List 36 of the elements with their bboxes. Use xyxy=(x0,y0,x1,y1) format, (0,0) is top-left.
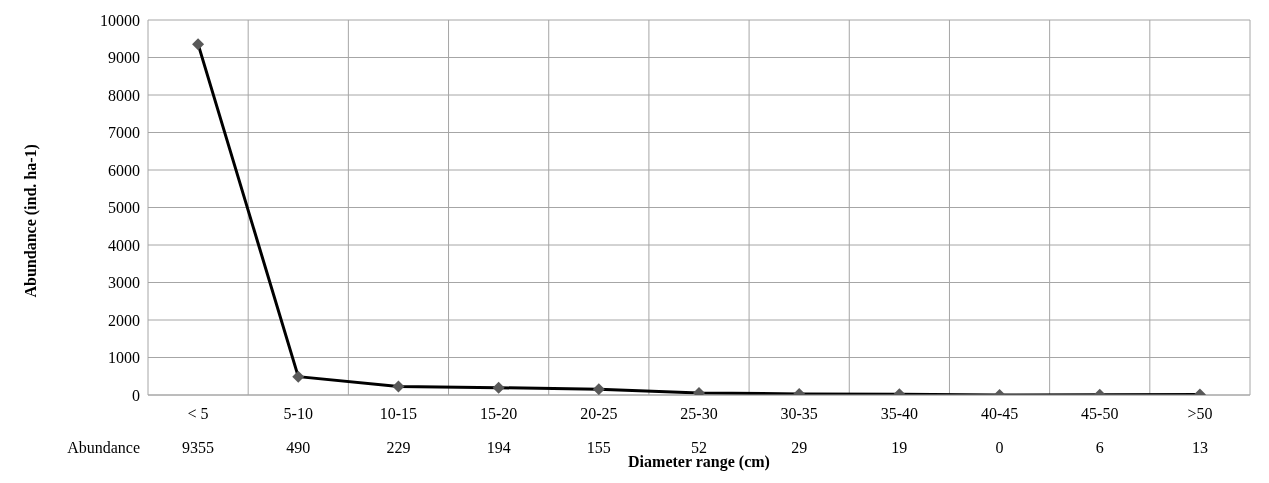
data-label: 29 xyxy=(791,439,808,456)
y-tick-label: 6000 xyxy=(108,161,140,179)
y-tick-label: 0 xyxy=(132,386,140,404)
y-tick-label: 4000 xyxy=(108,236,140,254)
data-label: 9355 xyxy=(182,439,215,456)
data-label: 6 xyxy=(1095,439,1104,456)
y-tick-label: 2000 xyxy=(108,311,140,329)
y-tick-label: 7000 xyxy=(108,124,140,142)
data-label: 52 xyxy=(691,439,707,456)
x-tick-label: 20-25 xyxy=(580,405,618,422)
data-label: 229 xyxy=(386,439,411,456)
x-tick-label: 35-40 xyxy=(880,405,919,422)
x-tick-label: 25-30 xyxy=(680,405,718,422)
x-tick-label: 45-50 xyxy=(1081,405,1119,422)
x-tick-label: 30-35 xyxy=(780,405,818,422)
x-tick-label: 15-20 xyxy=(479,405,518,422)
x-tick-label: 5-10 xyxy=(283,405,313,422)
x-tick-label: 40-45 xyxy=(980,405,1019,422)
data-label: 0 xyxy=(995,439,1004,456)
data-label: 13 xyxy=(1191,439,1208,456)
y-tick-label: 3000 xyxy=(108,274,140,292)
data-label: 19 xyxy=(891,439,908,456)
x-axis-title: Diameter range (cm) xyxy=(628,453,770,471)
y-tick-label: 10000 xyxy=(100,11,140,29)
y-tick-label: 5000 xyxy=(108,199,140,217)
data-label: 155 xyxy=(586,439,611,456)
x-tick-label: < 5 xyxy=(187,405,209,422)
data-label: 194 xyxy=(486,439,511,456)
data-label: 490 xyxy=(286,439,311,456)
text: Abundance xyxy=(67,439,140,456)
y-tick-label: 1000 xyxy=(108,349,140,367)
x-tick-label: >50 xyxy=(1187,405,1213,422)
x-tick-label: 10-15 xyxy=(379,405,418,422)
y-tick-label: 8000 xyxy=(108,86,140,104)
y-tick-label: 9000 xyxy=(108,49,140,67)
y-axis-title: Abundance (ind. ha-1) xyxy=(21,144,40,298)
